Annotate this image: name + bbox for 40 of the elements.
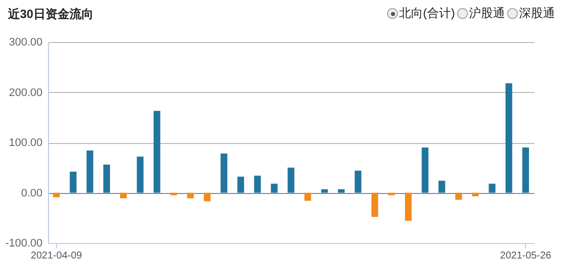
bar [455,192,462,200]
bar [170,192,178,196]
bar [136,156,144,193]
bar [220,154,228,193]
y-tick-label: 300.00 [8,36,42,48]
x-tick-label: 2021-05-26 [500,250,552,262]
bar [120,192,127,198]
bar [422,148,428,193]
bar [53,192,60,198]
bar [354,170,362,193]
y-tick-label: 100.00 [8,137,42,149]
bar [404,192,412,221]
bar [338,189,345,193]
y-tick-label: -100.00 [5,238,42,250]
bar [86,150,94,193]
text: 北向(合计) [399,5,455,22]
bar [270,184,278,193]
bar [321,189,328,193]
bar [522,148,529,193]
bar [103,164,110,193]
text: 深股通 [519,5,555,22]
bar [254,176,261,193]
bar [388,192,395,196]
bar [438,180,446,193]
bar [304,192,312,201]
bar [288,168,294,193]
bar [371,192,378,217]
y-tick-label: 0.00 [21,187,42,200]
bar [237,176,244,193]
bar [488,184,496,193]
bar [204,192,211,202]
bar [187,192,194,198]
bar [472,192,479,196]
bar [506,83,512,193]
chart-title: 近30日资金流向 [8,6,94,23]
bar [70,172,76,193]
y-tick-label: 200.00 [8,86,42,99]
bar [154,110,160,193]
text: 沪股通 [469,5,505,22]
x-tick-label: 2021-04-09 [30,250,82,262]
